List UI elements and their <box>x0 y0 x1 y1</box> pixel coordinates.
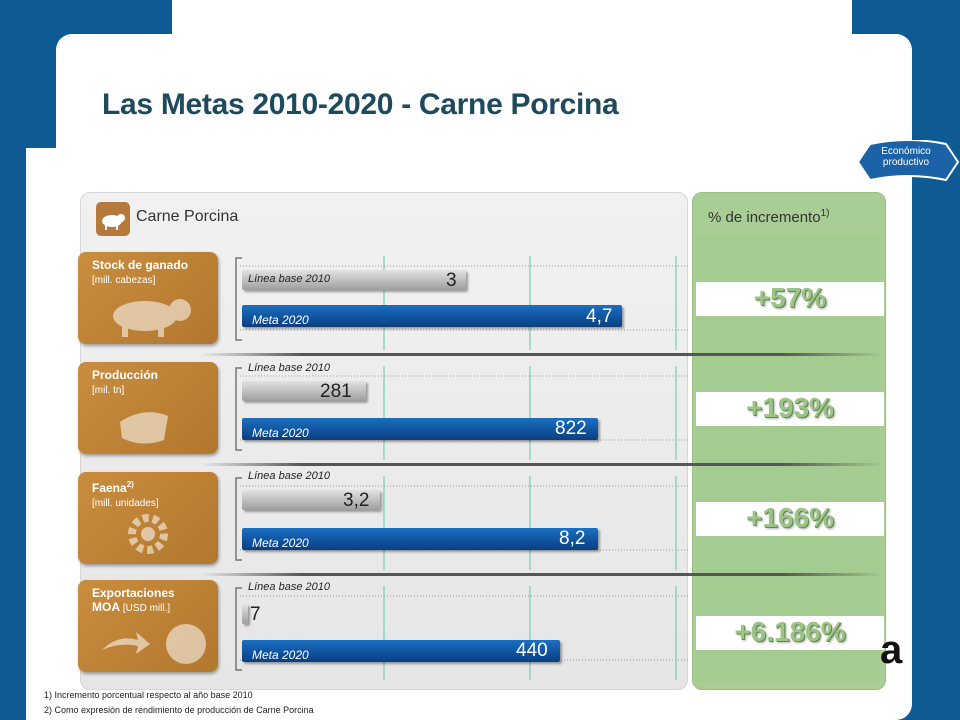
meat-icon <box>120 412 168 444</box>
bar-meta <box>242 305 622 327</box>
frame-left-block <box>26 148 86 720</box>
category-card-faena: Faena2) [mill. unidades] <box>78 472 218 564</box>
panel-right-title: % de incremento1) <box>708 208 830 226</box>
bar-meta <box>242 418 598 440</box>
pig-icon <box>96 202 130 236</box>
category-card-exportaciones: Exportaciones MOA [USD mill.] <box>78 580 218 672</box>
panel-left-title: Carne Porcina <box>136 208 239 225</box>
meta-value: 822 <box>555 418 587 439</box>
meta-label: Meta 2020 <box>252 426 309 440</box>
footnote: 1) Incremento porcentual respecto al año… <box>44 690 253 700</box>
base-value: 7 <box>250 604 261 625</box>
row-separator <box>200 573 884 576</box>
base-value: 3,2 <box>343 490 370 511</box>
bar-base <box>242 381 366 401</box>
row-separator <box>200 353 884 356</box>
category-card-produccion: Producción [mil. tn] <box>78 362 218 454</box>
bar-meta <box>242 528 598 550</box>
base-label: Línea base 2010 <box>248 470 330 482</box>
frame-top-block <box>172 0 852 40</box>
meta-value: 4,7 <box>586 306 613 327</box>
section-badge-label: Económico productivo <box>881 146 931 168</box>
row-separator <box>200 463 884 466</box>
pct-band <box>696 616 884 650</box>
page-title: Las Metas 2010-2020 - Carne Porcina <box>102 88 619 121</box>
pig-icon <box>113 299 191 337</box>
bar-base <box>242 490 380 510</box>
pct-value: +166% <box>746 502 834 533</box>
meta-value: 8,2 <box>559 528 586 549</box>
pct-value: +57% <box>753 282 827 313</box>
pct-value: +193% <box>746 392 834 423</box>
globe-export-icon <box>102 624 206 664</box>
logo: a <box>880 628 903 672</box>
base-value: 3 <box>446 270 457 291</box>
base-label: Línea base 2010 <box>248 581 330 593</box>
bar-base <box>242 604 248 624</box>
meta-label: Meta 2020 <box>252 648 309 662</box>
meta-label: Meta 2020 <box>252 313 309 327</box>
bar-meta <box>242 640 560 662</box>
pct-band <box>696 502 884 536</box>
pct-band <box>696 282 884 316</box>
pct-value: +6.186% <box>734 616 846 647</box>
base-label: Línea base 2010 <box>248 362 330 374</box>
base-value: 281 <box>320 381 352 402</box>
gear-icon <box>128 514 168 554</box>
pct-band <box>696 392 884 426</box>
section-badge[interactable] <box>856 140 960 184</box>
meta-label: Meta 2020 <box>252 536 309 550</box>
bar-base <box>242 270 466 290</box>
base-label: Línea base 2010 <box>248 273 330 285</box>
footnote: 2) Como expresión de rendimiento de prod… <box>44 705 314 715</box>
category-card-stock: Stock de ganado [mill. cabezas] <box>78 252 218 344</box>
meta-value: 440 <box>516 640 548 661</box>
